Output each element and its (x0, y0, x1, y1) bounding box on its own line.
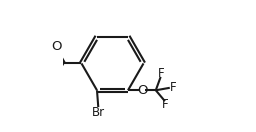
Text: O: O (51, 40, 61, 53)
Text: O: O (137, 84, 147, 97)
Text: F: F (158, 67, 165, 80)
Text: F: F (162, 98, 169, 111)
Text: F: F (170, 81, 177, 94)
Text: Br: Br (92, 106, 105, 119)
